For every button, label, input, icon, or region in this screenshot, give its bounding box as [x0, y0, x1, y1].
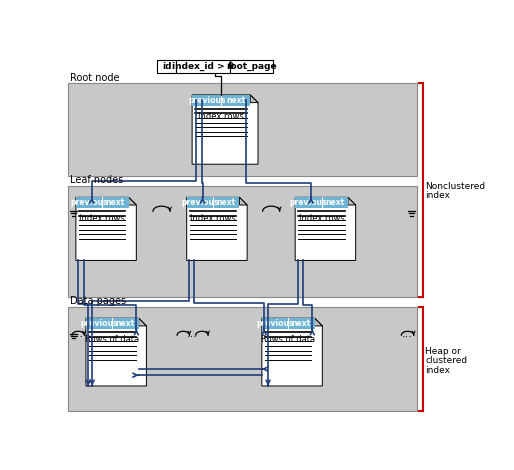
Text: next: next	[216, 198, 236, 207]
Bar	[295, 197, 348, 208]
Bar	[230, 60, 273, 72]
Text: Data pages: Data pages	[70, 296, 126, 306]
Text: Leaf nodes: Leaf nodes	[70, 175, 123, 185]
Text: Rows of data: Rows of data	[261, 335, 315, 344]
Text: ...: ...	[402, 329, 413, 338]
Polygon shape	[187, 197, 247, 260]
Bar	[68, 306, 417, 411]
Text: Index rows: Index rows	[79, 214, 125, 223]
Text: previous: previous	[80, 319, 118, 328]
Text: id: id	[162, 62, 171, 71]
Text: index: index	[426, 366, 450, 375]
Text: next: next	[292, 319, 311, 328]
Text: Nonclustered: Nonclustered	[426, 182, 486, 191]
Polygon shape	[348, 197, 356, 205]
Polygon shape	[86, 318, 146, 386]
Bar	[86, 318, 139, 329]
Bar	[262, 318, 315, 329]
Polygon shape	[76, 197, 136, 260]
Text: index: index	[426, 191, 450, 200]
Polygon shape	[192, 95, 258, 164]
Polygon shape	[250, 95, 258, 102]
Text: next: next	[325, 198, 344, 207]
Text: next: next	[226, 96, 245, 105]
Text: Index rows: Index rows	[198, 112, 244, 121]
Text: next: next	[116, 319, 135, 328]
Polygon shape	[262, 318, 322, 386]
Text: ...: ...	[187, 329, 198, 338]
Text: previous: previous	[188, 96, 226, 105]
Polygon shape	[240, 197, 247, 205]
Text: Index rows: Index rows	[190, 214, 236, 223]
Text: ...: ...	[73, 329, 84, 338]
Polygon shape	[139, 318, 146, 326]
Text: previous: previous	[289, 198, 327, 207]
Text: previous: previous	[181, 198, 218, 207]
Text: next: next	[106, 198, 125, 207]
Bar	[187, 197, 240, 208]
Bar	[192, 95, 250, 106]
Text: Heap or: Heap or	[426, 347, 461, 356]
Text: Root node: Root node	[70, 72, 119, 83]
Text: index_id > 0: index_id > 0	[172, 62, 234, 71]
Polygon shape	[128, 197, 136, 205]
Polygon shape	[295, 197, 356, 260]
Bar	[68, 186, 417, 298]
Polygon shape	[315, 318, 322, 326]
Bar	[176, 60, 230, 72]
Text: previous: previous	[256, 319, 294, 328]
Text: Rows of data: Rows of data	[85, 335, 139, 344]
Text: previous: previous	[70, 198, 108, 207]
Text: Index rows: Index rows	[299, 214, 344, 223]
Text: clustered: clustered	[426, 356, 468, 366]
Text: root_page: root_page	[226, 62, 277, 71]
Bar	[76, 197, 128, 208]
Bar	[68, 83, 417, 176]
Bar	[157, 60, 176, 72]
